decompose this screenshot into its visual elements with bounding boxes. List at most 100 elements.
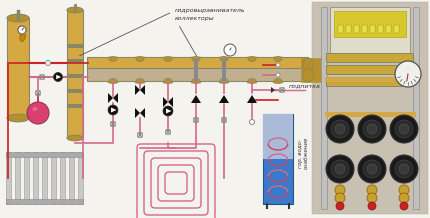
Polygon shape xyxy=(219,95,229,103)
Circle shape xyxy=(395,120,413,138)
Bar xyxy=(354,25,359,33)
Ellipse shape xyxy=(67,135,83,141)
Ellipse shape xyxy=(248,78,256,83)
Bar xyxy=(67,59,83,63)
Circle shape xyxy=(249,119,255,124)
Circle shape xyxy=(108,105,118,115)
Polygon shape xyxy=(163,97,168,107)
Polygon shape xyxy=(108,93,113,103)
Circle shape xyxy=(390,155,418,183)
Bar xyxy=(67,10,83,138)
Circle shape xyxy=(326,115,354,143)
Bar xyxy=(33,152,38,204)
Ellipse shape xyxy=(274,56,282,61)
Polygon shape xyxy=(135,85,140,95)
Bar xyxy=(42,152,47,204)
Circle shape xyxy=(27,102,49,124)
Bar xyxy=(67,44,83,48)
Bar xyxy=(346,25,351,33)
Polygon shape xyxy=(247,95,257,103)
Circle shape xyxy=(400,202,408,210)
Bar xyxy=(51,152,56,204)
Bar xyxy=(321,7,327,209)
Circle shape xyxy=(363,120,381,138)
Circle shape xyxy=(331,120,349,138)
Polygon shape xyxy=(168,97,173,107)
Circle shape xyxy=(367,193,377,203)
Bar xyxy=(194,59,198,81)
Circle shape xyxy=(335,193,345,203)
Circle shape xyxy=(399,164,409,174)
Ellipse shape xyxy=(7,114,29,122)
Ellipse shape xyxy=(33,107,37,111)
Ellipse shape xyxy=(67,7,83,13)
FancyBboxPatch shape xyxy=(163,57,173,83)
Bar xyxy=(330,7,410,57)
Bar xyxy=(6,152,83,157)
Ellipse shape xyxy=(164,56,172,61)
Bar xyxy=(386,25,391,33)
Circle shape xyxy=(326,155,354,183)
Ellipse shape xyxy=(7,14,29,22)
Text: гор. водо-
снабжение: гор. водо- снабжение xyxy=(298,137,309,169)
Circle shape xyxy=(368,202,376,210)
Text: подпитка: подпитка xyxy=(289,83,321,89)
Bar xyxy=(413,7,419,209)
Bar xyxy=(78,152,83,204)
Bar xyxy=(15,152,20,204)
Polygon shape xyxy=(56,75,61,79)
Circle shape xyxy=(53,73,62,82)
FancyBboxPatch shape xyxy=(326,53,414,63)
Circle shape xyxy=(367,185,377,195)
FancyBboxPatch shape xyxy=(87,68,308,82)
Circle shape xyxy=(336,202,344,210)
Ellipse shape xyxy=(136,56,144,61)
Ellipse shape xyxy=(164,78,172,83)
Circle shape xyxy=(363,160,381,178)
FancyBboxPatch shape xyxy=(273,57,283,83)
Bar xyxy=(362,25,367,33)
Ellipse shape xyxy=(109,56,117,61)
Circle shape xyxy=(395,61,421,87)
Circle shape xyxy=(46,61,50,65)
Circle shape xyxy=(335,185,345,195)
Ellipse shape xyxy=(220,78,228,83)
Bar xyxy=(394,25,399,33)
Circle shape xyxy=(399,193,409,203)
Bar xyxy=(222,59,226,81)
Bar xyxy=(6,199,83,204)
Polygon shape xyxy=(271,87,275,93)
Bar xyxy=(312,2,428,214)
Polygon shape xyxy=(113,93,118,103)
Bar xyxy=(6,152,11,204)
Circle shape xyxy=(276,73,280,77)
Circle shape xyxy=(367,164,377,174)
Polygon shape xyxy=(140,85,145,95)
Ellipse shape xyxy=(303,58,313,72)
Circle shape xyxy=(358,115,386,143)
Circle shape xyxy=(335,164,345,174)
Bar xyxy=(60,152,65,204)
FancyBboxPatch shape xyxy=(87,58,308,73)
FancyBboxPatch shape xyxy=(247,57,257,83)
Text: коллекторы: коллекторы xyxy=(175,16,215,60)
FancyBboxPatch shape xyxy=(326,78,414,87)
Polygon shape xyxy=(191,95,201,103)
Bar xyxy=(334,11,406,37)
Circle shape xyxy=(276,63,280,67)
Bar xyxy=(263,114,293,204)
Text: гидровыравниватель: гидровыравниватель xyxy=(80,8,246,56)
Ellipse shape xyxy=(109,78,117,83)
Ellipse shape xyxy=(248,56,256,61)
Circle shape xyxy=(331,160,349,178)
FancyBboxPatch shape xyxy=(219,57,229,83)
Bar xyxy=(69,152,74,204)
Circle shape xyxy=(367,124,377,134)
Circle shape xyxy=(163,106,173,116)
Polygon shape xyxy=(111,107,117,112)
Polygon shape xyxy=(140,108,145,118)
Bar xyxy=(7,18,29,118)
Ellipse shape xyxy=(136,78,144,83)
FancyBboxPatch shape xyxy=(135,57,145,83)
Circle shape xyxy=(335,124,345,134)
